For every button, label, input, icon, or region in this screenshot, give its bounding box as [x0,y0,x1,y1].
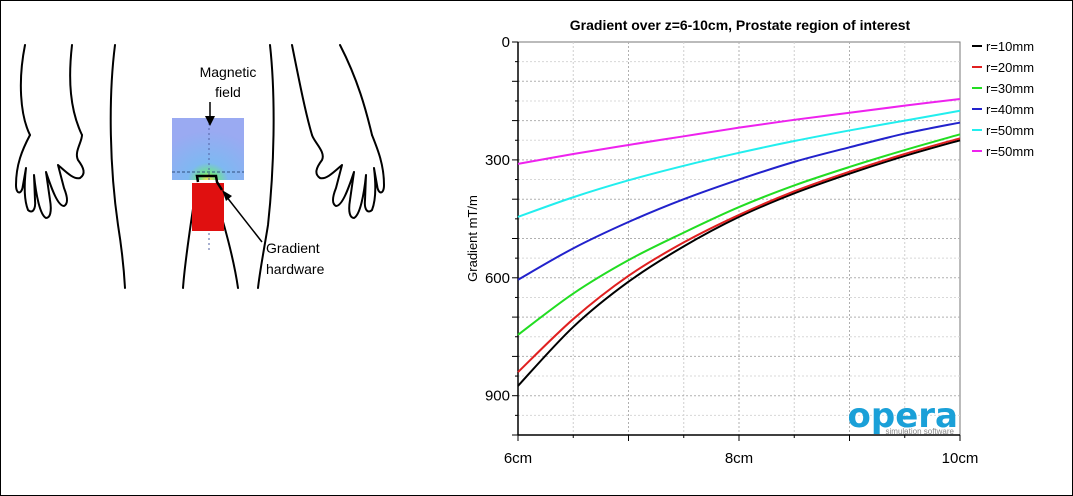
series-line-4 [517,121,961,281]
gradient-hardware-label-line2: hardware [266,261,325,277]
series-line-1 [517,139,961,387]
y-axis-label: Gradient mT/m [465,195,480,282]
left-arm-inner [69,44,83,136]
chart-series [517,97,961,387]
legend-label-3: r=30mm [986,81,1034,96]
logo-brand: opera [848,396,958,436]
y-tick-label: 900 [485,388,510,405]
chart-title: Gradient over z=6-10cm, Prostate region … [570,17,911,33]
left-hand-outline [15,134,85,219]
x-tick-label: 8cm [725,450,753,467]
x-tick-label: 6cm [504,450,532,467]
legend-label-4: r=40mm [986,102,1034,117]
series-line-5 [517,109,961,218]
logo-tagline: simulation software [886,427,955,436]
opera-logo: opera simulation software [848,396,958,436]
gradient-hardware-block [192,183,224,231]
gradient-chart: Gradient over z=6-10cm, Prostate region … [465,17,1034,467]
gradient-hardware-arrow [225,195,263,243]
series-line-6 [517,97,961,165]
magnetic-field-label-line1: Magnetic [200,64,257,80]
magnetic-field-arrowhead [205,116,215,126]
y-tick-label: 0 [502,34,510,51]
gradient-hardware-outline [195,174,224,191]
right-arm-outline [339,44,373,136]
legend-label-5: r=50mm [986,123,1034,138]
chart-legend: r=10mm r=20mm r=30mm r=40mm r=50mm r=50mm [972,39,1034,159]
gradient-hardware-arrowhead [222,190,232,201]
legend-label-1: r=10mm [986,39,1034,54]
chart-grid [517,41,961,436]
magnetic-field-label-line2: field [215,84,241,100]
right-hand-outline [311,134,385,219]
torso-left [109,44,126,289]
torso-right [257,44,275,289]
y-tick-label: 600 [485,270,510,287]
series-line-3 [517,133,961,336]
magnetic-field-block [172,118,244,180]
gradient-hardware-label-line1: Gradient [266,240,320,256]
legend-label-6: r=50mm [986,144,1034,159]
legend-label-2: r=20mm [986,60,1034,75]
right-arm-inner [291,44,313,136]
left-arm-outline [19,44,31,136]
anatomy-illustration: Magnetic field Gradient hardware [15,44,385,289]
y-tick-label: 300 [485,152,510,169]
series-line-2 [517,137,961,373]
x-tick-label: 10cm [942,450,979,467]
chart-axes: 0 300 600 900 6cm 8cm 10cm [485,34,978,467]
